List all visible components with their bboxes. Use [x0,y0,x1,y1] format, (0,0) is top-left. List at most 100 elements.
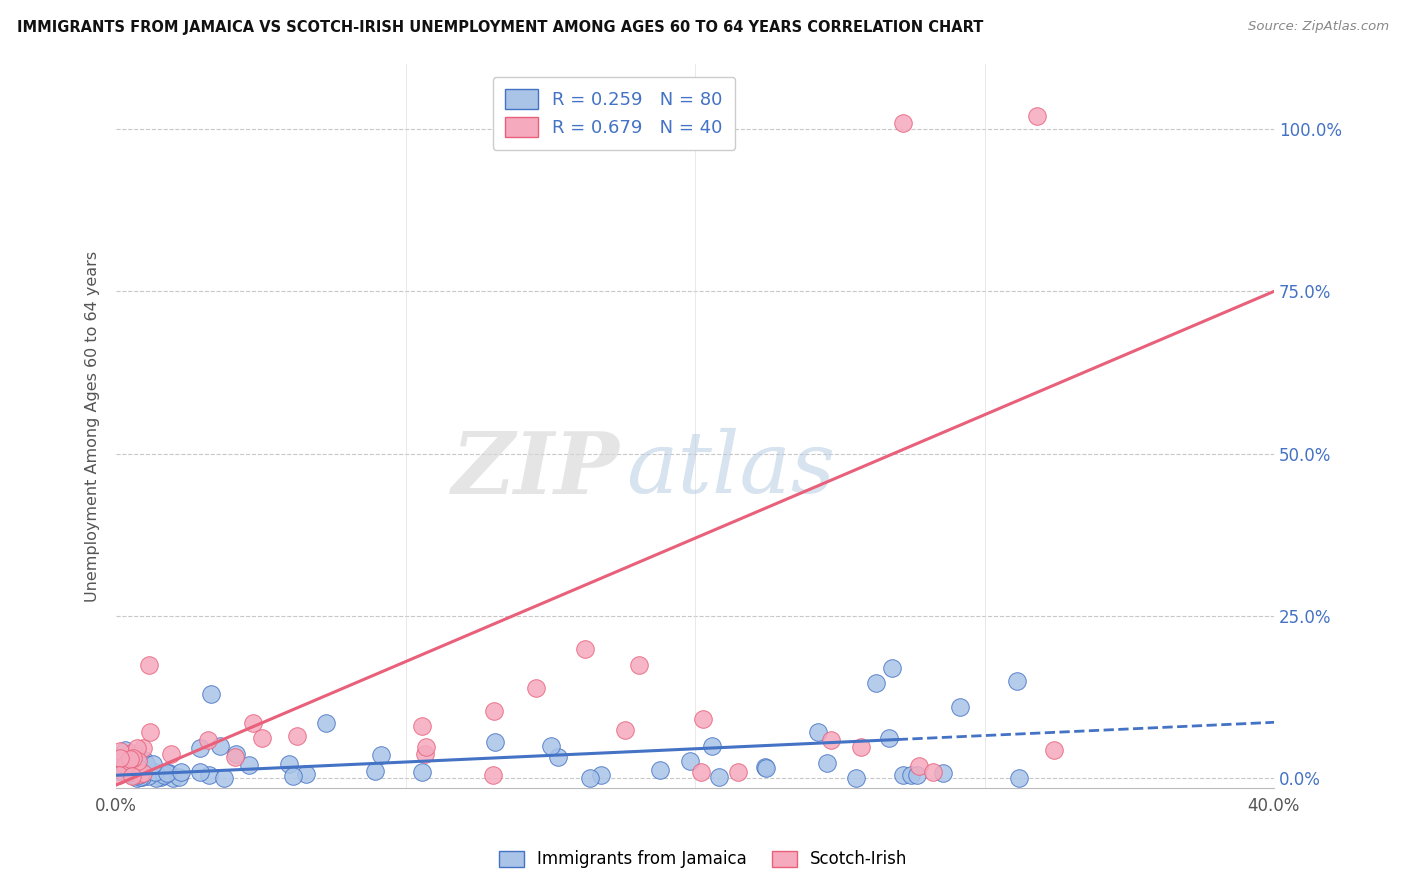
Point [198,768,221,782]
Point [949,699,972,714]
Point [524,681,547,696]
Point [108,762,131,776]
Point [169,765,191,780]
Point [153,768,176,782]
Point [411,719,433,733]
Point [574,641,596,656]
Text: ZIP: ZIP [451,428,620,511]
Point [188,741,211,756]
Point [127,764,149,779]
Point [817,756,839,770]
Point [690,764,713,779]
Point [589,768,612,782]
Point [709,770,731,784]
Point [200,687,222,701]
Point [114,743,136,757]
Point [139,725,162,739]
Point [807,724,830,739]
Point [132,753,155,767]
Point [115,764,138,779]
Point [127,760,149,774]
Point [1008,771,1031,785]
Text: Source: ZipAtlas.com: Source: ZipAtlas.com [1249,20,1389,33]
Point [754,761,776,775]
Point [128,767,150,781]
Point [224,750,246,764]
Text: IMMIGRANTS FROM JAMAICA VS SCOTCH-IRISH UNEMPLOYMENT AMONG AGES 60 TO 64 YEARS C: IMMIGRANTS FROM JAMAICA VS SCOTCH-IRISH … [17,20,983,35]
Point [849,740,872,755]
Point [108,759,131,773]
Point [117,760,139,774]
Point [242,715,264,730]
Point [225,747,247,761]
Point [285,729,308,743]
Point [1043,742,1066,756]
Legend: Immigrants from Jamaica, Scotch-Irish: Immigrants from Jamaica, Scotch-Irish [491,842,915,877]
Point [108,768,131,782]
Point [481,768,503,782]
Text: atlas: atlas [626,428,835,511]
Point [1005,674,1028,689]
Point [197,733,219,747]
Point [908,758,931,772]
Point [136,769,159,783]
Point [127,754,149,768]
Point [157,766,180,780]
Point [578,771,600,785]
Point [121,769,143,783]
Point [278,756,301,771]
Point [125,748,148,763]
Point [108,751,131,765]
Point [484,735,506,749]
Point [932,766,955,780]
Point [121,750,143,764]
Point [131,741,153,756]
Point [865,676,887,690]
Point [238,758,260,772]
Point [921,764,943,779]
Point [108,763,131,777]
Point [120,765,142,780]
Point [142,756,165,771]
Point [628,657,651,672]
Point [129,766,152,780]
Point [411,765,433,780]
Point [118,765,141,780]
Point [648,763,671,777]
Point [128,770,150,784]
Point [315,716,337,731]
Point [877,731,900,745]
Point [482,704,505,718]
Point [754,760,776,774]
Point [135,756,157,771]
Point [907,768,929,782]
Point [295,767,318,781]
Point [120,747,142,761]
Point [212,772,235,786]
Point [727,764,749,779]
Point [370,748,392,763]
Point [692,712,714,726]
Point [162,771,184,785]
Point [118,752,141,766]
Point [149,770,172,784]
Point [364,764,387,778]
Legend: R = 0.259   N = 80, R = 0.679   N = 40: R = 0.259 N = 80, R = 0.679 N = 40 [492,77,735,150]
Point [108,764,131,779]
Point [122,759,145,773]
Point [128,767,150,781]
Point [143,765,166,780]
Point [110,754,132,768]
Point [145,771,167,785]
Point [122,751,145,765]
Point [702,739,724,754]
Point [845,771,868,785]
Point [132,766,155,780]
Point [110,744,132,758]
Point [169,770,191,784]
Point [281,769,304,783]
Point [540,739,562,754]
Point [121,767,143,781]
Point [121,768,143,782]
Y-axis label: Unemployment Among Ages 60 to 64 years: Unemployment Among Ages 60 to 64 years [86,251,100,602]
